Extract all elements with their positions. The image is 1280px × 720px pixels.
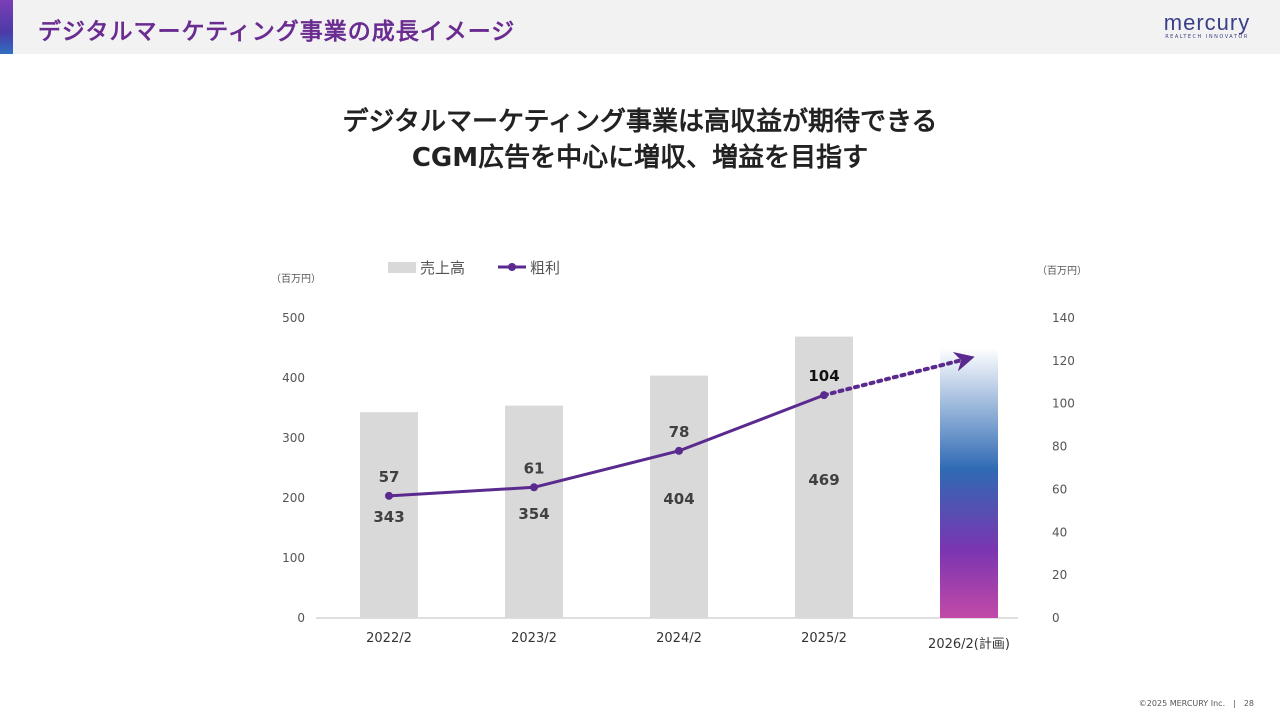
right-axis-tick-60: 60: [1052, 482, 1067, 496]
category-label-2025/2: 2025/2: [801, 631, 847, 646]
line-label-2022/2: 57: [379, 468, 400, 486]
gross-profit-point-2023/2: [530, 483, 538, 492]
headline-line-2: CGM広告を中心に増収、増益を目指す: [411, 143, 869, 173]
left-axis-tick-400: 400: [282, 371, 305, 385]
category-label-2022/2: 2022/2: [366, 631, 412, 646]
legend-swatch-sales: [388, 262, 416, 273]
right-axis-tick-120: 120: [1052, 354, 1075, 368]
right-axis-unit: （百万円）: [1037, 265, 1087, 277]
right-axis-tick-0: 0: [1052, 611, 1060, 625]
footer-separator: |: [1233, 699, 1236, 708]
left-axis-tick-300: 300: [282, 431, 305, 445]
right-axis-tick-40: 40: [1052, 525, 1067, 539]
bar-2026/2(計画): [940, 348, 998, 618]
logo-wordmark: mercury: [1163, 10, 1251, 35]
left-axis-tick-0: 0: [297, 611, 305, 625]
copyright: ©2025 MERCURY Inc.: [1138, 699, 1226, 708]
footer: ©2025 MERCURY Inc. | 28: [1139, 699, 1254, 708]
bar-2022/2: [360, 412, 418, 618]
page-number: 28: [1243, 699, 1254, 708]
company-logo: mercury REALTECH INNOVATOR: [1162, 12, 1252, 41]
header-accent-strip: [0, 0, 13, 54]
bar-2023/2: [505, 405, 563, 618]
category-label-2024/2: 2024/2: [656, 631, 702, 646]
bar-label-2023/2: 354: [518, 505, 549, 523]
category-label-2026/2(計画): 2026/2(計画): [928, 636, 1010, 652]
left-axis-tick-100: 100: [282, 551, 305, 565]
left-axis-tick-200: 200: [282, 491, 305, 505]
bar-label-2022/2: 343: [373, 508, 404, 526]
gross-profit-point-2024/2: [675, 446, 683, 455]
header-bar: デジタルマーケティング事業の成長イメージ mercury REALTECH IN…: [0, 0, 1280, 54]
left-axis-tick-500: 500: [282, 311, 305, 325]
legend-label-sales: 売上高: [420, 259, 465, 277]
bar-label-2025/2: 469: [808, 471, 839, 489]
page-title: デジタルマーケティング事業の成長イメージ: [38, 19, 516, 45]
right-axis-tick-140: 140: [1052, 311, 1075, 325]
legend-label-profit: 粗利: [530, 259, 560, 277]
headline: デジタルマーケティング事業は高収益が期待できる CGM広告を中心に増収、増益を目…: [0, 104, 1280, 176]
left-axis-unit: （百万円）: [271, 273, 321, 285]
category-label-2023/2: 2023/2: [511, 631, 557, 646]
right-axis-tick-80: 80: [1052, 440, 1067, 454]
gross-profit-point-2022/2: [385, 491, 393, 500]
line-label-2024/2: 78: [669, 423, 690, 441]
gross-profit-line: [388, 393, 825, 498]
right-axis-tick-100: 100: [1052, 397, 1075, 411]
bar-2025/2: [795, 336, 853, 618]
line-label-2025/2: 104: [808, 367, 839, 385]
bar-label-2024/2: 404: [663, 490, 694, 508]
right-axis-tick-20: 20: [1052, 568, 1067, 582]
headline-line-1: デジタルマーケティング事業は高収益が期待できる: [342, 107, 938, 137]
logo-tagline: REALTECH INNOVATOR: [1165, 34, 1249, 40]
forecast-arrow: [822, 351, 975, 398]
bar-2024/2: [650, 375, 708, 618]
line-label-2023/2: 61: [524, 459, 545, 477]
legend-swatch-profit-dot: [508, 263, 516, 271]
